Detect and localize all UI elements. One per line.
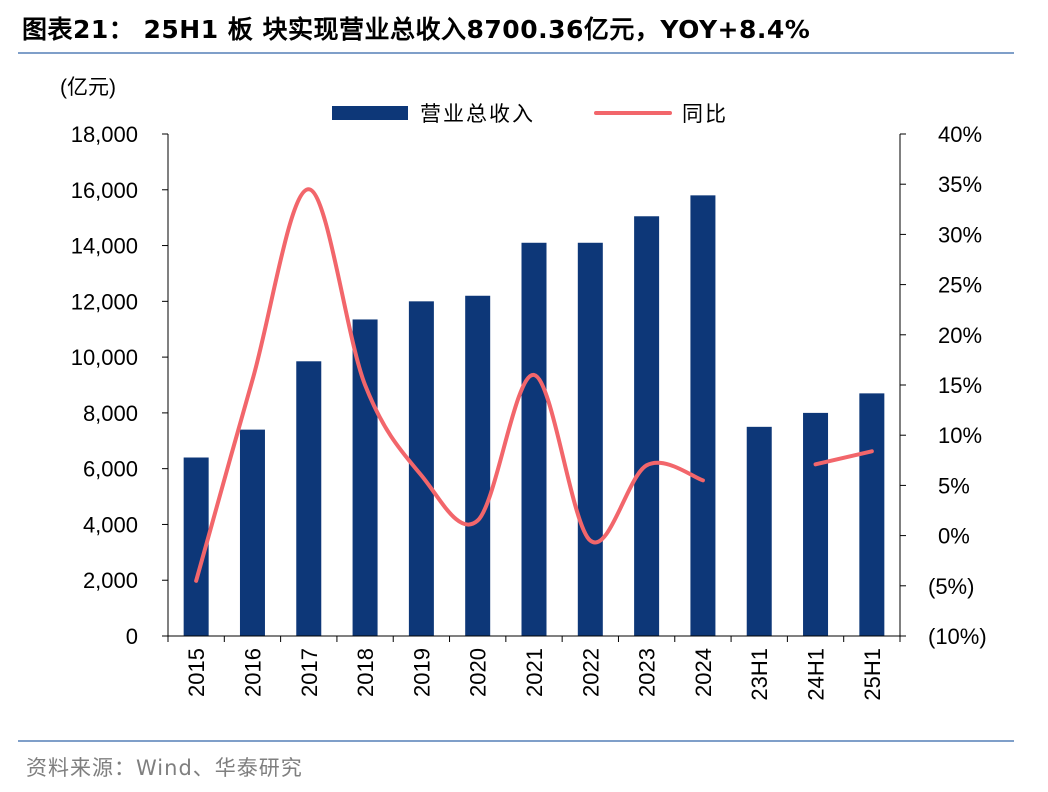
right-tick-label: 20% (938, 323, 982, 348)
x-tick-label: 23H1 (747, 648, 772, 701)
right-tick-label: (10%) (928, 624, 987, 649)
chart-title: 图表21： 25H1 板 块实现营业总收入8700.36亿元，YOY+8.4% (22, 15, 811, 44)
bar-2024 (690, 195, 716, 636)
source-note: 资料来源：Wind、华泰研究 (26, 756, 303, 780)
left-tick-label: 18,000 (71, 122, 138, 147)
left-tick-label: 6,000 (83, 457, 138, 482)
x-tick-label: 2017 (297, 648, 322, 697)
legend-bar-label: 营业总收入 (420, 103, 535, 126)
left-tick-label: 10,000 (71, 345, 138, 370)
x-tick-label: 2024 (691, 648, 716, 697)
x-tick-label: 2020 (466, 648, 491, 697)
yoy-line-segment-1 (194, 187, 705, 583)
left-tick-label: 8,000 (83, 401, 138, 426)
bar-23H1 (746, 426, 772, 636)
bar-2021 (521, 242, 547, 636)
bar-2019 (408, 301, 434, 636)
bar-2023 (634, 216, 660, 636)
right-tick-label: 0% (938, 524, 970, 549)
x-tick-label: 2021 (522, 648, 547, 697)
right-tick-label: 35% (938, 172, 982, 197)
left-tick-label: 12,000 (71, 289, 138, 314)
right-tick-label: 25% (938, 273, 982, 298)
footer-divider (18, 740, 1014, 742)
left-tick-label: 4,000 (83, 512, 138, 537)
x-tick-label: 25H1 (860, 648, 885, 701)
x-tick-label: 2015 (184, 648, 209, 697)
right-tick-label: 10% (938, 423, 982, 448)
right-tick-label: 15% (938, 373, 982, 398)
bar-2017 (296, 361, 322, 636)
x-tick-label: 2016 (240, 648, 265, 697)
left-tick-label: 14,000 (71, 234, 138, 259)
bar-24H1 (803, 412, 829, 636)
combo-chart: 0 2,000 4,000 6,000 8,000 10,000 12,000 14,000 1… (60, 76, 987, 701)
bar-2020 (465, 295, 491, 636)
right-tick-label: 5% (938, 473, 970, 498)
title-divider (18, 52, 1014, 54)
legend-bar-swatch (332, 106, 408, 120)
right-tick-label: (5%) (928, 574, 974, 599)
yoy-line-segment-2 (813, 449, 874, 467)
left-tick-label: 0 (126, 624, 138, 649)
x-tick-label: 2023 (635, 648, 660, 697)
right-tick-label: 30% (938, 222, 982, 247)
bar-2022 (577, 242, 603, 636)
bar-2018 (352, 319, 378, 636)
bar-2016 (239, 429, 265, 636)
left-unit-label: (亿元) (60, 76, 116, 99)
x-tick-label: 24H1 (804, 648, 829, 701)
left-tick-label: 2,000 (83, 568, 138, 593)
x-tick-label: 2019 (409, 648, 434, 697)
right-tick-label: 40% (938, 122, 982, 147)
x-tick-label: 2022 (578, 648, 603, 697)
x-tick-label: 2018 (353, 648, 378, 697)
bar-25H1 (859, 393, 885, 636)
legend-line-label: 同比 (682, 103, 728, 126)
left-tick-label: 16,000 (71, 178, 138, 203)
